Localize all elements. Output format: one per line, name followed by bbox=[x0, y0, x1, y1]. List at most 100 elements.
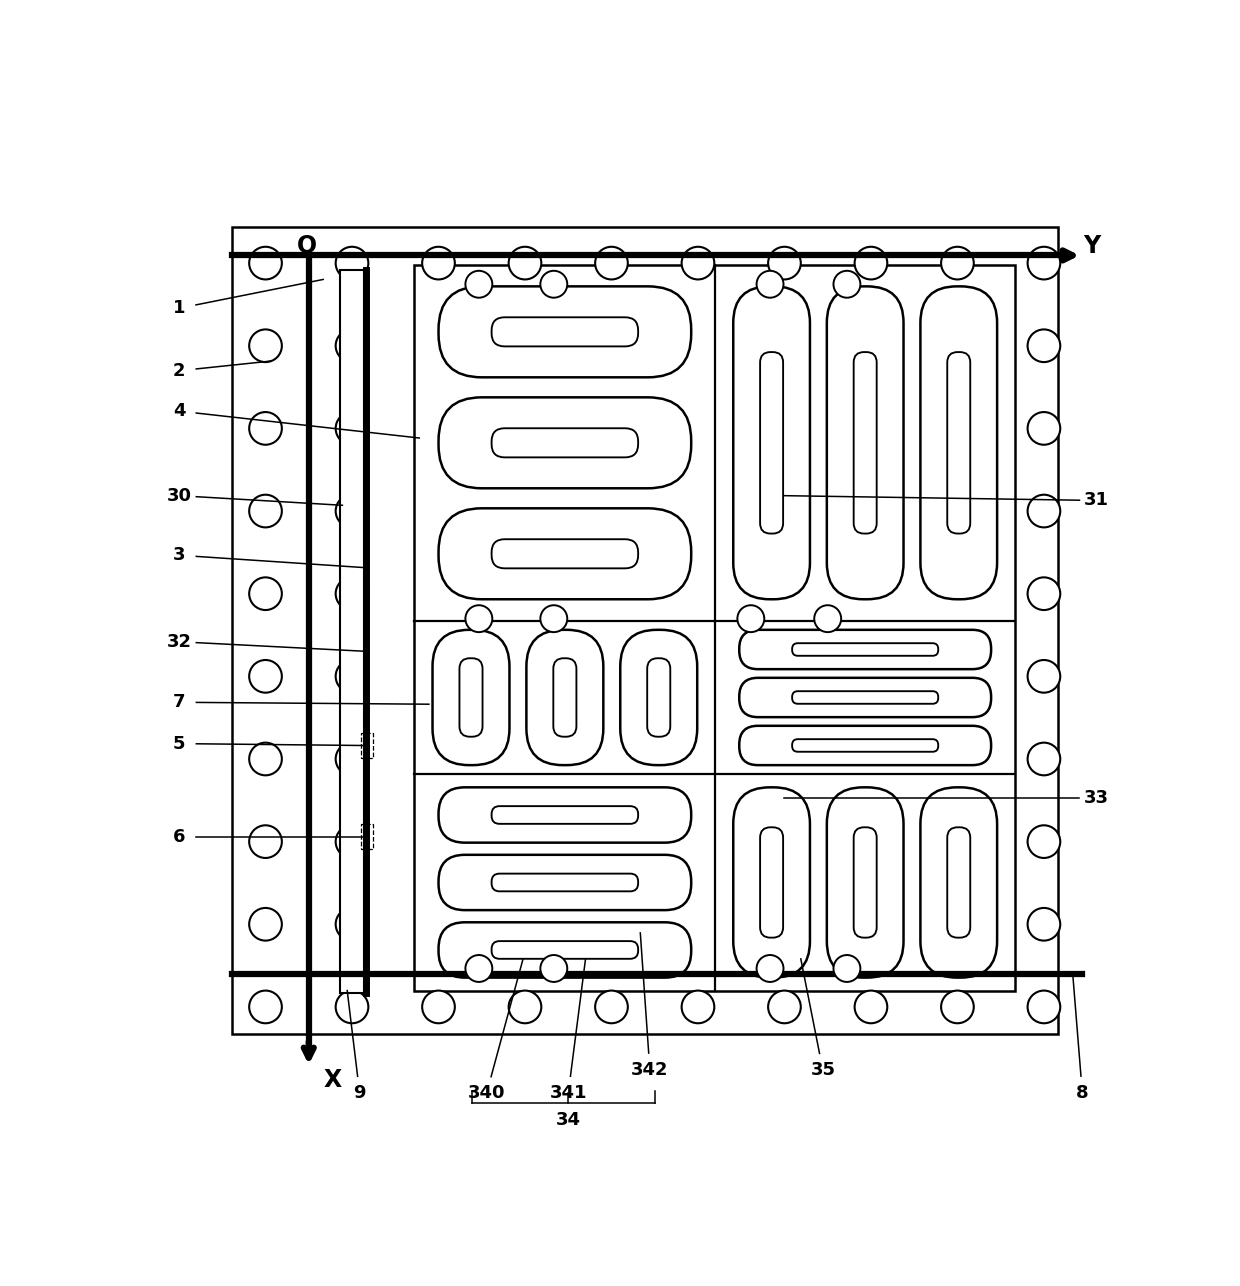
Text: 7: 7 bbox=[172, 693, 185, 711]
Circle shape bbox=[768, 990, 801, 1024]
Circle shape bbox=[941, 247, 973, 279]
Circle shape bbox=[941, 990, 973, 1024]
FancyBboxPatch shape bbox=[439, 508, 691, 599]
Text: 3: 3 bbox=[172, 547, 185, 565]
Circle shape bbox=[756, 955, 784, 983]
Circle shape bbox=[465, 606, 492, 633]
FancyBboxPatch shape bbox=[439, 922, 691, 977]
Circle shape bbox=[854, 247, 888, 279]
Text: 34: 34 bbox=[556, 1111, 580, 1129]
Circle shape bbox=[833, 955, 861, 983]
Circle shape bbox=[336, 908, 368, 940]
Text: 6: 6 bbox=[172, 828, 185, 846]
Circle shape bbox=[336, 660, 368, 693]
Circle shape bbox=[249, 660, 281, 693]
FancyBboxPatch shape bbox=[920, 287, 997, 599]
FancyBboxPatch shape bbox=[739, 630, 991, 669]
Text: 342: 342 bbox=[631, 1061, 668, 1079]
Circle shape bbox=[1028, 329, 1060, 363]
Circle shape bbox=[595, 247, 627, 279]
Circle shape bbox=[595, 990, 627, 1024]
Circle shape bbox=[1028, 412, 1060, 445]
Text: 35: 35 bbox=[811, 1061, 836, 1079]
Circle shape bbox=[1028, 660, 1060, 693]
Circle shape bbox=[249, 495, 281, 527]
Bar bbox=[232, 226, 1059, 1034]
Text: Y: Y bbox=[1084, 234, 1101, 257]
FancyBboxPatch shape bbox=[491, 941, 639, 959]
FancyBboxPatch shape bbox=[739, 678, 991, 718]
Circle shape bbox=[249, 329, 281, 363]
FancyBboxPatch shape bbox=[647, 658, 671, 737]
FancyBboxPatch shape bbox=[491, 806, 639, 824]
FancyBboxPatch shape bbox=[760, 352, 784, 534]
Text: O: O bbox=[296, 234, 317, 257]
FancyBboxPatch shape bbox=[491, 539, 639, 568]
Circle shape bbox=[1028, 990, 1060, 1024]
Text: 341: 341 bbox=[549, 1084, 587, 1102]
Text: 31: 31 bbox=[1084, 491, 1110, 509]
FancyBboxPatch shape bbox=[553, 658, 577, 737]
FancyBboxPatch shape bbox=[733, 787, 810, 977]
Circle shape bbox=[541, 271, 567, 297]
Circle shape bbox=[249, 742, 281, 775]
Bar bbox=[361, 824, 373, 849]
FancyBboxPatch shape bbox=[760, 827, 784, 937]
Text: 32: 32 bbox=[166, 633, 191, 651]
Circle shape bbox=[336, 990, 368, 1024]
Circle shape bbox=[756, 271, 784, 297]
FancyBboxPatch shape bbox=[739, 725, 991, 765]
Circle shape bbox=[465, 271, 492, 297]
FancyBboxPatch shape bbox=[439, 287, 691, 377]
Circle shape bbox=[1028, 742, 1060, 775]
Text: 30: 30 bbox=[166, 486, 191, 504]
FancyBboxPatch shape bbox=[491, 318, 639, 346]
Circle shape bbox=[541, 955, 567, 983]
Text: X: X bbox=[324, 1067, 342, 1092]
Circle shape bbox=[336, 577, 368, 610]
Circle shape bbox=[1028, 247, 1060, 279]
Circle shape bbox=[336, 329, 368, 363]
Circle shape bbox=[1028, 826, 1060, 858]
FancyBboxPatch shape bbox=[827, 287, 904, 599]
Bar bbox=[361, 733, 373, 757]
FancyBboxPatch shape bbox=[947, 827, 970, 937]
FancyBboxPatch shape bbox=[433, 630, 510, 765]
Circle shape bbox=[768, 247, 801, 279]
Text: 340: 340 bbox=[467, 1084, 505, 1102]
FancyBboxPatch shape bbox=[491, 428, 639, 458]
Circle shape bbox=[508, 247, 542, 279]
FancyBboxPatch shape bbox=[460, 658, 482, 737]
Circle shape bbox=[541, 606, 567, 633]
FancyBboxPatch shape bbox=[792, 643, 939, 656]
Circle shape bbox=[336, 412, 368, 445]
FancyBboxPatch shape bbox=[527, 630, 604, 765]
Circle shape bbox=[738, 606, 764, 633]
FancyBboxPatch shape bbox=[853, 827, 877, 937]
FancyBboxPatch shape bbox=[827, 787, 904, 977]
Circle shape bbox=[422, 990, 455, 1024]
Circle shape bbox=[249, 577, 281, 610]
Circle shape bbox=[249, 412, 281, 445]
Text: 9: 9 bbox=[353, 1084, 366, 1102]
Circle shape bbox=[682, 247, 714, 279]
Bar bbox=[340, 270, 365, 993]
Circle shape bbox=[249, 908, 281, 940]
FancyBboxPatch shape bbox=[947, 352, 970, 534]
Text: 4: 4 bbox=[172, 403, 185, 421]
Circle shape bbox=[854, 990, 888, 1024]
FancyBboxPatch shape bbox=[439, 397, 691, 489]
Circle shape bbox=[465, 955, 492, 983]
Text: 8: 8 bbox=[1076, 1084, 1089, 1102]
Text: 2: 2 bbox=[172, 361, 185, 379]
Circle shape bbox=[1028, 908, 1060, 940]
Circle shape bbox=[508, 990, 542, 1024]
Circle shape bbox=[422, 247, 455, 279]
Text: 1: 1 bbox=[172, 300, 185, 318]
Circle shape bbox=[1028, 495, 1060, 527]
Circle shape bbox=[249, 826, 281, 858]
Circle shape bbox=[249, 247, 281, 279]
Circle shape bbox=[336, 495, 368, 527]
Circle shape bbox=[336, 247, 368, 279]
Circle shape bbox=[833, 271, 861, 297]
